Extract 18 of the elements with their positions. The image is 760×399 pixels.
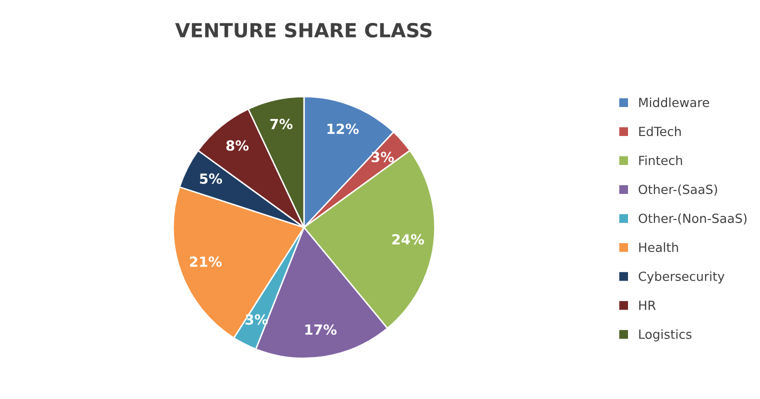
data-label: 24% bbox=[392, 234, 424, 245]
legend-label: Fintech bbox=[639, 155, 682, 166]
legend-label: HR bbox=[639, 300, 656, 310]
data-label: 3% bbox=[372, 152, 394, 162]
data-label: 12% bbox=[327, 124, 359, 134]
legend-label: EdTech bbox=[639, 126, 681, 136]
data-label: 17% bbox=[305, 324, 337, 335]
legend-label: Logistics bbox=[639, 329, 692, 342]
legend-label: Other-(SaaS) bbox=[638, 184, 718, 196]
data-label: 8% bbox=[226, 140, 249, 151]
legend-label: Middleware bbox=[639, 98, 710, 108]
legend-label: Other-(Non-SaaS) bbox=[638, 213, 747, 225]
data-label: 21% bbox=[190, 256, 222, 267]
chart-title: VENTURE SHARE CLASS bbox=[175, 22, 432, 38]
data-label: 7% bbox=[270, 118, 293, 130]
legend-label: Cybersecurity bbox=[638, 271, 724, 284]
data-label: 5% bbox=[200, 173, 222, 184]
legend-label: Health bbox=[639, 242, 678, 252]
